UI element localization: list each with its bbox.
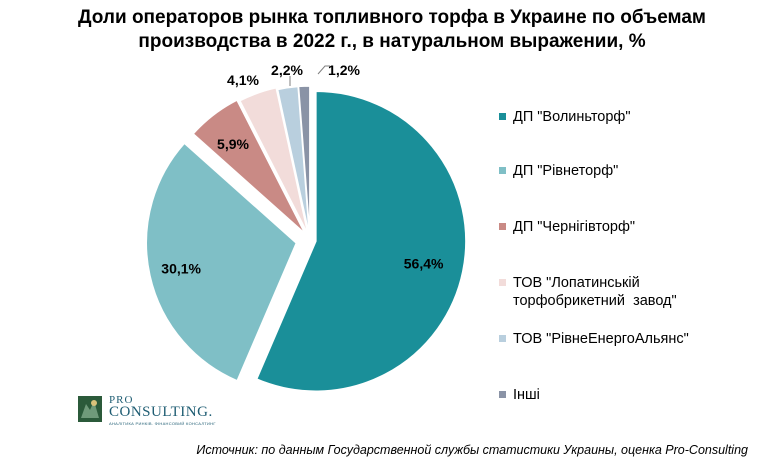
chart-title: Доли операторов рынка топливного торфа в… xyxy=(0,6,784,54)
logo-mark-icon xyxy=(78,396,102,422)
pie-slice-2 xyxy=(145,142,298,382)
chart-title-line-1: Доли операторов рынка топливного торфа в… xyxy=(78,7,706,28)
legend-label-line: торфобрикетний завод" xyxy=(513,293,677,309)
pie-slice-4 xyxy=(238,86,309,235)
pro-consulting-logo: PRO CONSULTING. АНАЛІТИКА РИНКІВ. ФІНАНС… xyxy=(78,392,238,428)
source-note: Источник: по данным Государственной служ… xyxy=(196,443,748,457)
leader-line-6 xyxy=(317,65,330,75)
legend-swatch-3 xyxy=(499,223,506,230)
logo-tagline: АНАЛІТИКА РИНКІВ. ФІНАНСОВИЙ КОНСАЛТИНГ xyxy=(109,421,216,426)
legend-swatch-6 xyxy=(499,391,506,398)
logo-text-consulting: CONSULTING. xyxy=(109,404,213,420)
legend-label-line: ДП "Волиньторф" xyxy=(513,109,631,125)
legend-item-6: Інші xyxy=(499,386,759,404)
legend-label-1: ДП "Волиньторф" xyxy=(513,108,631,126)
legend-label-line: ДП "Рівнеторф" xyxy=(513,163,619,179)
legend-swatch-1 xyxy=(499,113,506,120)
legend-label-6: Інші xyxy=(513,386,540,404)
logo-text-pro: PRO xyxy=(109,394,134,406)
chart-title-line-2: производства в 2022 г., в натуральном вы… xyxy=(138,31,646,52)
pie-slice-6 xyxy=(297,85,311,237)
legend-label-line: ТОВ "РівнеЕнергоАльянс" xyxy=(513,331,689,347)
pie-data-label-2: 30,1% xyxy=(161,261,201,277)
pie-slice-1 xyxy=(255,90,467,392)
legend-item-3: ДП "Чернігівторф" xyxy=(499,218,759,236)
legend-item-1: ДП "Волиньторф" xyxy=(499,108,759,126)
legend-label-5: ТОВ "РівнеЕнергоАльянс" xyxy=(513,330,689,348)
legend-item-5: ТОВ "РівнеЕнергоАльянс" xyxy=(499,330,759,348)
legend-swatch-2 xyxy=(499,167,506,174)
pie-data-label-4: 4,1% xyxy=(227,72,259,88)
legend-label-2: ДП "Рівнеторф" xyxy=(513,162,618,180)
pie-data-label-5: 2,2% xyxy=(271,62,303,78)
legend-item-2: ДП "Рівнеторф" xyxy=(499,162,759,180)
pie-data-label-1: 56,4% xyxy=(404,255,444,271)
legend-swatch-5 xyxy=(499,335,506,342)
legend-label-line: ДП "Чернігівторф" xyxy=(513,219,636,235)
pie-slice-3 xyxy=(192,99,306,235)
legend-label-4: ТОВ "Лопатинськiй торфобрикетний завод" xyxy=(513,274,677,310)
legend-label-line: ТОВ "Лопатинськiй xyxy=(513,275,640,291)
legend-label-3: ДП "Чернігівторф" xyxy=(513,218,635,236)
legend-label-line: Інші xyxy=(513,387,540,403)
legend-item-4: ТОВ "Лопатинськiй торфобрикетний завод" xyxy=(499,274,759,310)
legend-swatch-4 xyxy=(499,279,506,286)
pie-data-label-3: 5,9% xyxy=(217,136,249,152)
pie-data-label-6: 1,2% xyxy=(328,62,360,78)
